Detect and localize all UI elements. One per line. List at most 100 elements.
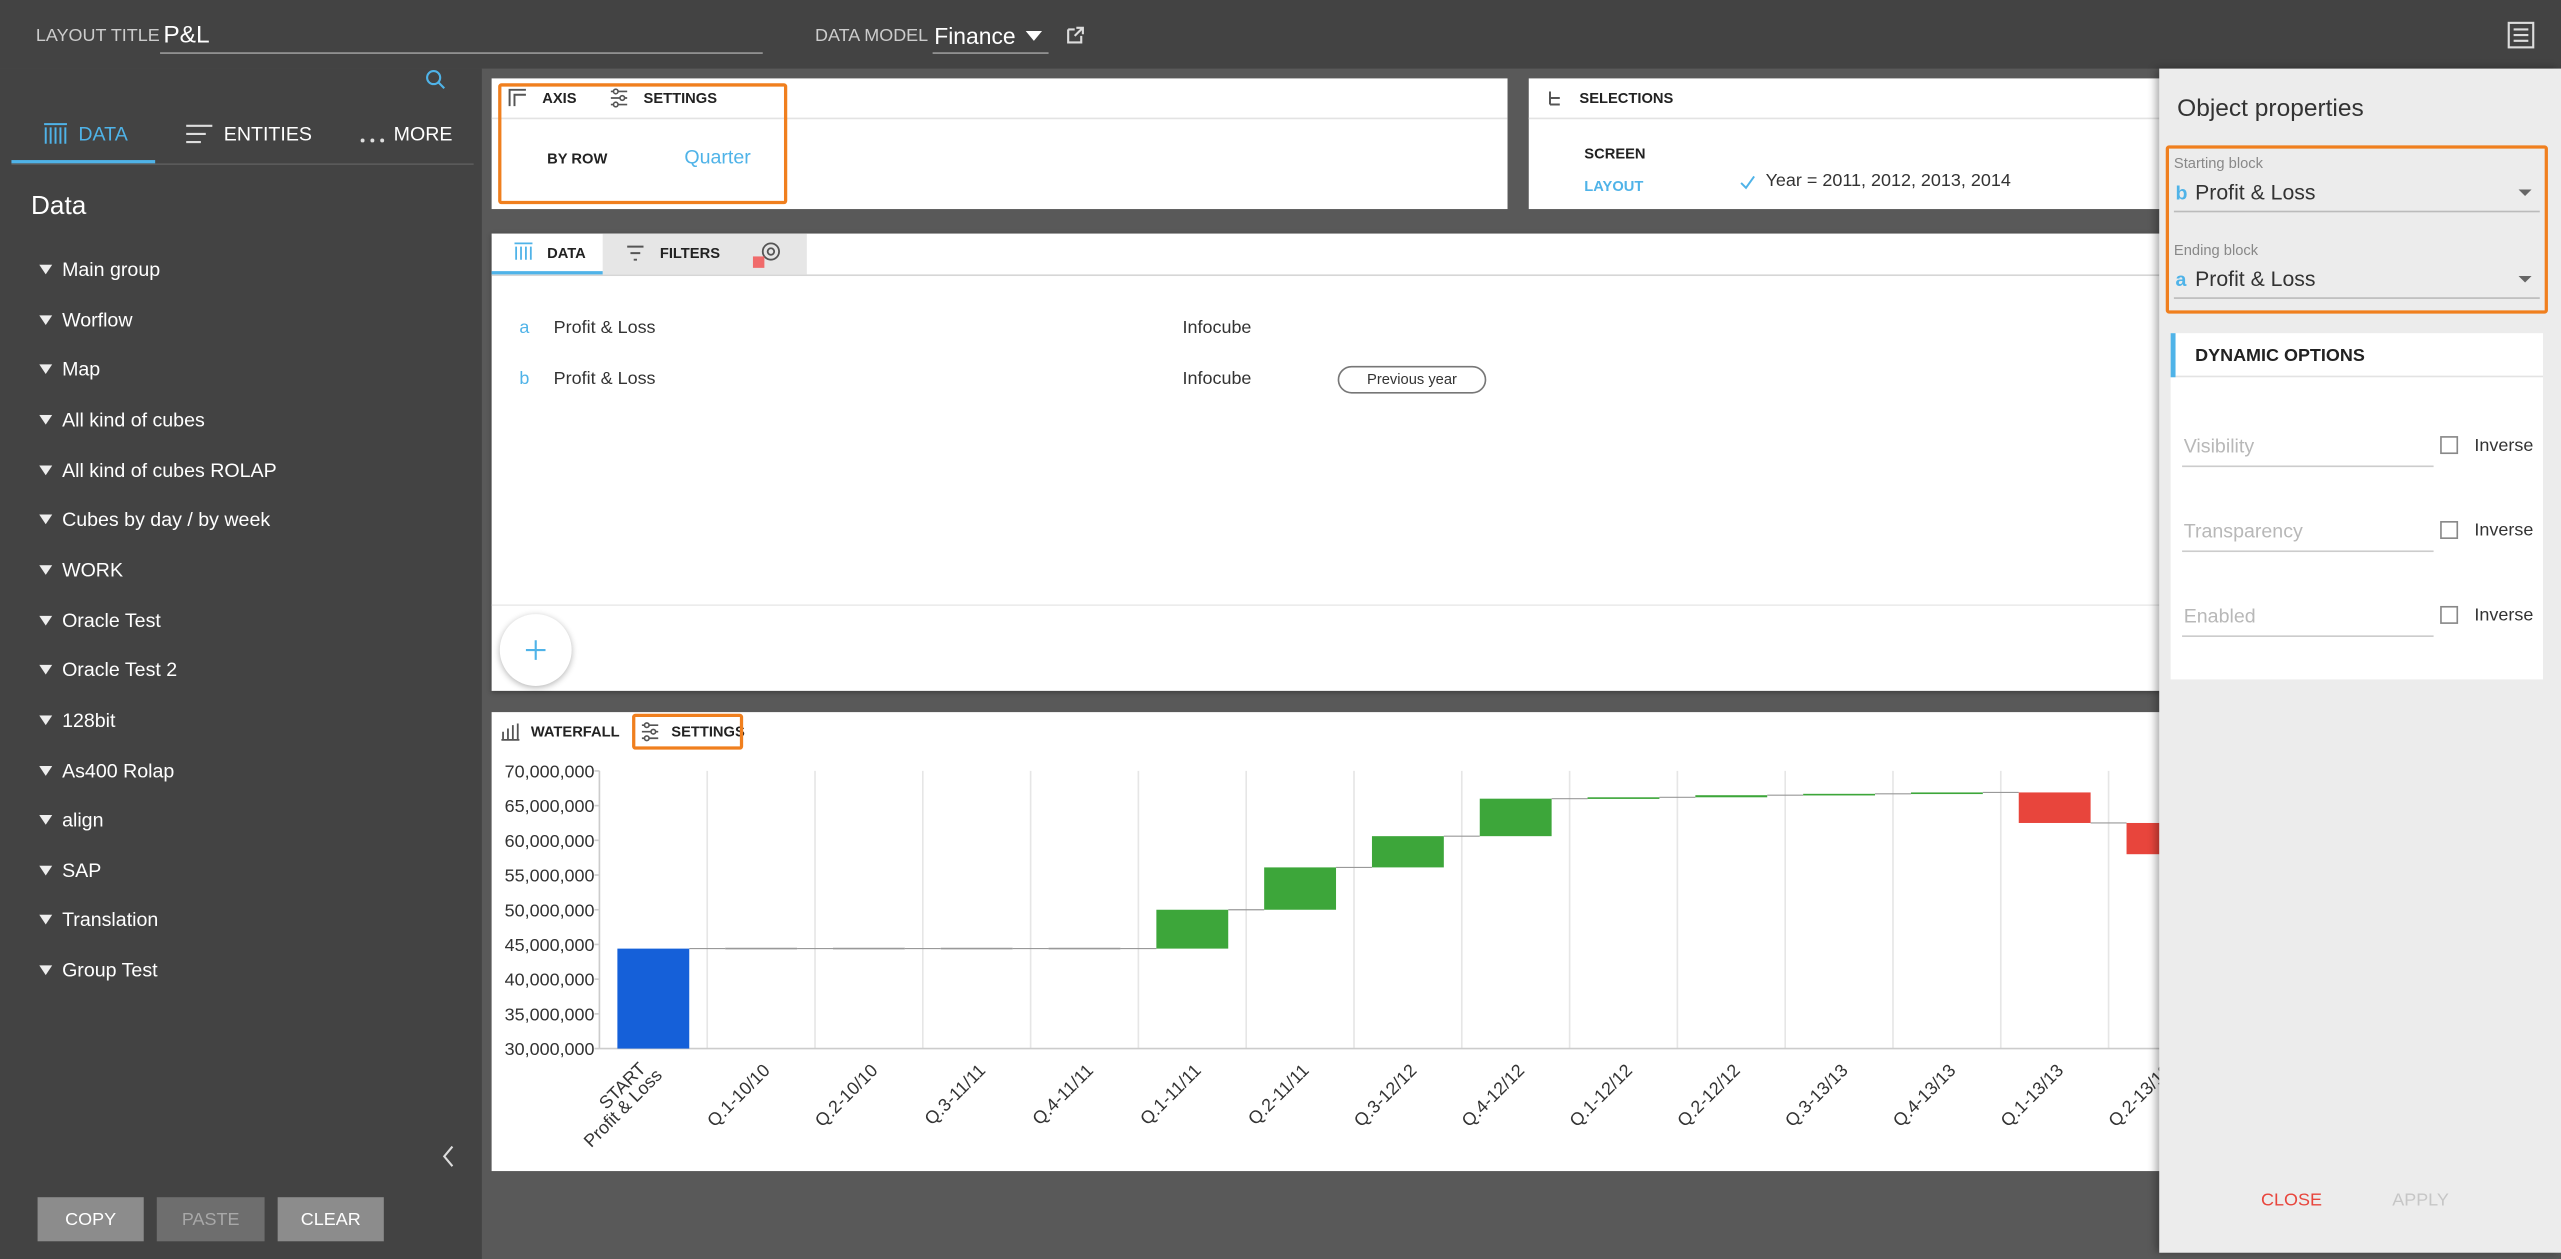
panel-divider bbox=[491, 117, 1508, 120]
expand-arrow[interactable] bbox=[39, 514, 53, 525]
clear-button[interactable] bbox=[277, 1197, 384, 1242]
block-select[interactable]: Profit & Loss bbox=[2195, 266, 2316, 291]
selection-value: Year = 2011, 2012, 2013, 2014 bbox=[1765, 171, 2011, 192]
sidebar-item[interactable]: Map bbox=[62, 358, 101, 382]
checkbox[interactable] bbox=[2440, 436, 2459, 455]
data-model-select[interactable]: Finance bbox=[934, 22, 1016, 49]
sidebar-item[interactable]: WORK bbox=[62, 558, 124, 582]
panel-tab[interactable]: WATERFALL bbox=[530, 723, 620, 740]
axis-panel bbox=[491, 78, 1508, 210]
sidebar-item[interactable]: Group Test bbox=[62, 958, 158, 982]
extra-tab-icon[interactable] bbox=[750, 240, 786, 269]
expand-arrow[interactable] bbox=[39, 264, 53, 275]
sidebar-item[interactable]: Oracle Test bbox=[62, 608, 161, 632]
expand-arrow[interactable] bbox=[39, 414, 53, 425]
panel-tab[interactable]: SETTINGS bbox=[671, 723, 745, 740]
sidebar-item[interactable]: Main group bbox=[62, 258, 161, 281]
dynamic-options-card bbox=[2170, 333, 2544, 680]
select-underline bbox=[2173, 297, 2540, 299]
row-name[interactable]: Profit & Loss bbox=[553, 318, 656, 339]
option-field[interactable]: Visibility bbox=[2183, 434, 2255, 458]
expand-arrow[interactable] bbox=[39, 464, 53, 475]
entities-tab-icon bbox=[186, 124, 213, 144]
button-label: PASTE bbox=[181, 1209, 240, 1230]
sidebar-item[interactable]: SAP bbox=[62, 858, 102, 882]
option-field[interactable]: Enabled bbox=[2183, 604, 2256, 628]
sidebar-item[interactable]: As400 Rolap bbox=[62, 758, 175, 782]
panel-tab[interactable]: SETTINGS bbox=[643, 89, 718, 107]
panel-tab[interactable]: FILTERS bbox=[659, 244, 721, 262]
select-underline bbox=[932, 52, 1049, 54]
x-tick-label: Q.2-10/10 bbox=[811, 1060, 882, 1131]
y-tick-label: 60,000,000 bbox=[505, 831, 595, 851]
expand-arrow[interactable] bbox=[39, 915, 53, 926]
button-label[interactable]: COPY bbox=[65, 1209, 117, 1230]
dropdown-arrow[interactable] bbox=[2518, 189, 2532, 197]
row-value[interactable]: Quarter bbox=[684, 145, 751, 169]
arrow-shape bbox=[39, 715, 53, 725]
settings-icon bbox=[610, 88, 628, 108]
layout-menu-icon[interactable] bbox=[2507, 21, 2535, 49]
expand-arrow[interactable] bbox=[39, 865, 53, 876]
arrow-shape bbox=[39, 564, 53, 575]
sidebar-item[interactable]: All kind of cubes bbox=[62, 408, 205, 432]
row-source: Infocube bbox=[1182, 318, 1252, 339]
bar bbox=[617, 948, 690, 1049]
dropdown-arrow[interactable] bbox=[2518, 276, 2532, 284]
row-name[interactable]: Profit & Loss bbox=[553, 368, 656, 388]
x-tick-label: Q.1-13/13 bbox=[1997, 1060, 2068, 1131]
sidebar-item[interactable]: All kind of cubes ROLAP bbox=[62, 458, 277, 482]
panel-title: SELECTIONS bbox=[1579, 89, 1674, 107]
expand-arrow[interactable] bbox=[39, 615, 53, 625]
sidebar-item[interactable]: 128bit bbox=[62, 708, 116, 732]
checkbox[interactable] bbox=[2440, 605, 2459, 624]
copy-button[interactable] bbox=[37, 1197, 144, 1242]
section-title: DYNAMIC OPTIONS bbox=[2195, 346, 2365, 366]
arrow-shape bbox=[39, 765, 53, 775]
selections-panel bbox=[1528, 78, 2183, 210]
open-external-icon[interactable] bbox=[1065, 24, 1086, 45]
sidebar-item[interactable]: Cubes by day / by week bbox=[62, 508, 271, 532]
button-label[interactable]: CLEAR bbox=[300, 1209, 361, 1230]
waterfall-icon bbox=[501, 723, 520, 741]
checkbox[interactable] bbox=[2440, 521, 2459, 539]
collapse-arrow[interactable] bbox=[441, 1145, 456, 1168]
panel-divider bbox=[1528, 117, 2183, 120]
expand-arrow[interactable] bbox=[39, 314, 53, 325]
expand-arrow[interactable] bbox=[39, 815, 53, 826]
checkbox-label: Inverse bbox=[2474, 521, 2534, 541]
close-button[interactable]: CLOSE bbox=[2261, 1190, 2322, 1211]
arrow-shape bbox=[39, 915, 53, 926]
block-select[interactable]: Profit & Loss bbox=[2195, 179, 2316, 205]
sidebar-item[interactable]: Worflow bbox=[62, 308, 133, 331]
search-icon[interactable] bbox=[425, 69, 446, 90]
bar bbox=[1803, 793, 1876, 796]
field-underline bbox=[2182, 550, 2434, 553]
layout-title-input[interactable]: P&L bbox=[163, 21, 210, 49]
expand-arrow[interactable] bbox=[39, 715, 53, 725]
row-tag[interactable] bbox=[1337, 365, 1487, 393]
sidebar-item[interactable]: align bbox=[62, 808, 104, 832]
x-tick-label: Q.1-12/12 bbox=[1566, 1060, 1637, 1131]
panel-tab[interactable]: AXIS bbox=[542, 89, 577, 107]
sidebar-tab[interactable]: DATA bbox=[78, 122, 128, 146]
expand-arrow[interactable] bbox=[39, 965, 53, 976]
check-icon bbox=[1740, 175, 1755, 190]
bar bbox=[1479, 798, 1552, 837]
sidebar-item[interactable]: Translation bbox=[62, 908, 159, 932]
panel-tab[interactable]: DATA bbox=[547, 244, 586, 262]
expand-arrow[interactable] bbox=[39, 364, 53, 375]
row-tag-label[interactable]: Previous year bbox=[1367, 370, 1457, 388]
expand-arrow[interactable] bbox=[39, 564, 53, 575]
data-model-label: DATA MODEL bbox=[815, 26, 929, 46]
expand-arrow[interactable] bbox=[39, 765, 53, 775]
chart-panel bbox=[491, 712, 2191, 1172]
arrow-shape bbox=[39, 314, 53, 325]
sidebar-tab[interactable]: MORE bbox=[393, 122, 453, 146]
dropdown-arrow[interactable] bbox=[1024, 29, 1044, 42]
expand-arrow[interactable] bbox=[39, 665, 53, 675]
sidebar-tab[interactable]: ENTITIES bbox=[223, 122, 312, 146]
sidebar-item[interactable]: Oracle Test 2 bbox=[62, 658, 178, 682]
option-field[interactable]: Transparency bbox=[2183, 519, 2303, 543]
